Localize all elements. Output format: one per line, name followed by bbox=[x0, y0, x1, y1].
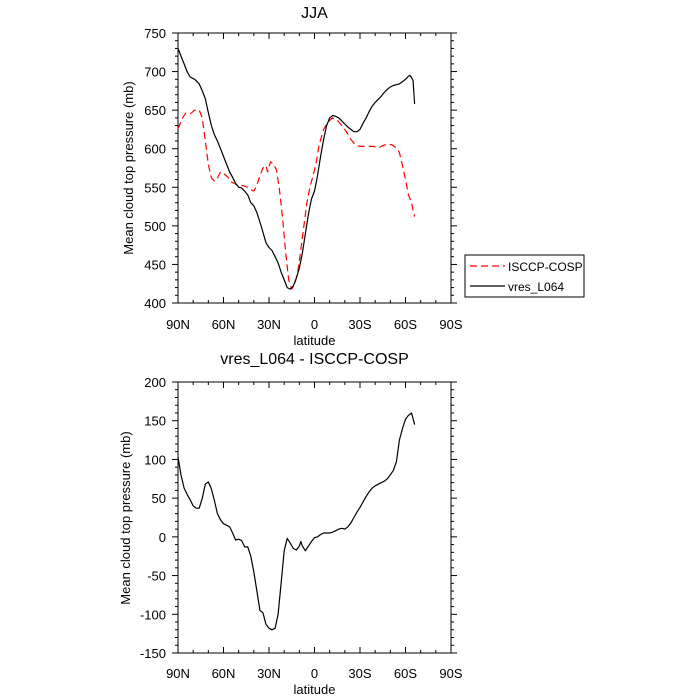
panel1-y-tick-label: 650 bbox=[144, 103, 166, 118]
panel1-x-tick-label: 90S bbox=[439, 317, 462, 332]
panel1-y-tick-label: 600 bbox=[144, 142, 166, 157]
panel2-y-tick-label: 0 bbox=[159, 530, 166, 545]
panel2-y-tick-label: -150 bbox=[140, 646, 166, 661]
panel2-y-tick-label: -100 bbox=[140, 607, 166, 622]
panel1-y-tick-label: 450 bbox=[144, 257, 166, 272]
panel1-x-tick-label: 90N bbox=[166, 317, 190, 332]
panel1-x-tick-label: 30S bbox=[348, 317, 371, 332]
panel1-title: JJA bbox=[301, 5, 328, 22]
panel2-x-tick-label: 30N bbox=[257, 666, 281, 681]
panel2-x-tick-label: 90S bbox=[439, 666, 462, 681]
panel2-title: vres_L064 - ISCCP-COSP bbox=[220, 351, 409, 368]
panel1-x-tick-label: 0 bbox=[311, 317, 318, 332]
panel2-x-tick-label: 90N bbox=[166, 666, 190, 681]
panel2-x-tick-label: 60N bbox=[212, 666, 236, 681]
legend-label-isccp-cosp: ISCCP-COSP bbox=[508, 260, 583, 274]
legend-label-vres-l064: vres_L064 bbox=[508, 280, 564, 294]
panel1-series-line-isccp-cosp bbox=[177, 109, 416, 290]
panel1-y-tick-label: 500 bbox=[144, 219, 166, 234]
panel2-y-tick-label: 100 bbox=[144, 452, 166, 467]
panel1-y-tick-label: 700 bbox=[144, 65, 166, 80]
panel2-y-tick-label: -50 bbox=[147, 569, 166, 584]
panel2-y-tick-label: 150 bbox=[144, 414, 166, 429]
panel1-y-tick-label: 400 bbox=[144, 296, 166, 311]
panel1-x-tick-label: 60N bbox=[212, 317, 236, 332]
panel2-y-tick-label: 200 bbox=[144, 375, 166, 390]
panel2-x-tick-label: 60S bbox=[394, 666, 417, 681]
panel1-y-axis-label: Mean cloud top pressure (mb) bbox=[121, 81, 136, 254]
panel2-y-axis-label: Mean cloud top pressure (mb) bbox=[118, 431, 133, 604]
panel1-y-tick-label: 550 bbox=[144, 180, 166, 195]
panel2-series-line-difference bbox=[177, 412, 416, 631]
panel1-series-line-vres-l064 bbox=[177, 48, 416, 290]
panel1-x-tick-label: 30N bbox=[257, 317, 281, 332]
panel2-x-axis-label: latitude bbox=[294, 682, 336, 697]
panel2-x-tick-label: 30S bbox=[348, 666, 371, 681]
panel2-y-tick-label: 50 bbox=[152, 491, 166, 506]
panel2-x-tick-label: 0 bbox=[311, 666, 318, 681]
panel1-x-axis-label: latitude bbox=[294, 333, 336, 348]
panel1-y-tick-label: 750 bbox=[144, 26, 166, 41]
legend-box bbox=[464, 254, 585, 298]
panel1-x-tick-label: 60S bbox=[394, 317, 417, 332]
